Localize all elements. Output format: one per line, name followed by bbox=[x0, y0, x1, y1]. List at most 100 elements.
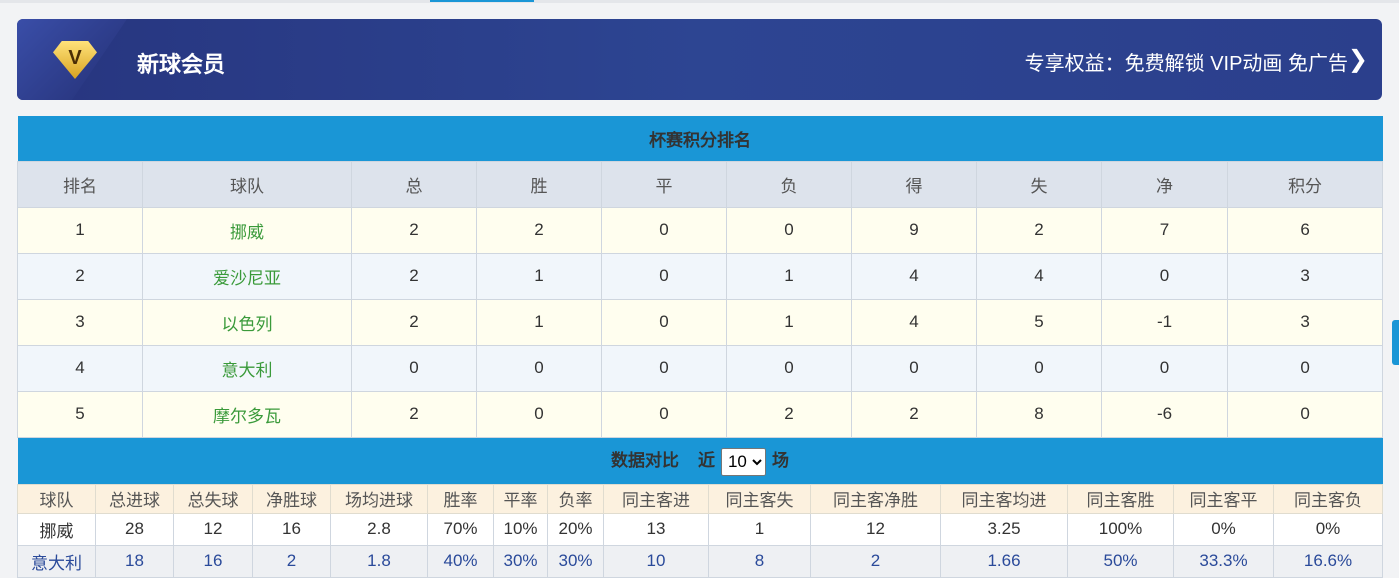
table-cell: 1 bbox=[726, 252, 852, 300]
unit-label: 场 bbox=[771, 450, 789, 470]
table-cell: 16.6% bbox=[1272, 544, 1384, 578]
table-cell: 0 bbox=[601, 298, 727, 346]
team-link[interactable]: 以色列 bbox=[142, 298, 352, 346]
table-cell: 0 bbox=[476, 390, 602, 438]
column-header: 同主客胜 bbox=[1067, 483, 1174, 514]
team-link[interactable]: 意大利 bbox=[142, 344, 352, 392]
table-cell: 4 bbox=[851, 298, 977, 346]
table-cell: 3.25 bbox=[940, 512, 1068, 546]
table-cell: 0% bbox=[1173, 512, 1274, 546]
table-cell: 1.8 bbox=[330, 544, 428, 578]
column-header: 总失球 bbox=[173, 483, 253, 514]
table-cell: 2 bbox=[351, 206, 477, 254]
table-cell: 0 bbox=[976, 344, 1102, 392]
table-cell: 2 bbox=[976, 206, 1102, 254]
column-header: 净胜球 bbox=[252, 483, 331, 514]
table-cell: 10% bbox=[493, 512, 548, 546]
table-cell: 0 bbox=[726, 344, 852, 392]
table-cell: 12 bbox=[173, 512, 253, 546]
table-cell: 40% bbox=[427, 544, 494, 578]
column-header: 负率 bbox=[547, 483, 604, 514]
compare-title-bar: 数据对比 近 10 场 bbox=[17, 438, 1383, 484]
banner-benefits[interactable]: 专享权益：免费解锁 VIP动画 免广告 bbox=[1024, 53, 1348, 75]
table-row: 挪威 28 12 16 2.8 70% 10% 20% 13 1 12 3.25 100% 0% 0% bbox=[17, 512, 1384, 546]
table-cell: 16 bbox=[252, 512, 331, 546]
table-cell: 16 bbox=[173, 544, 253, 578]
table-cell: 0 bbox=[601, 252, 727, 300]
table-cell: 30% bbox=[493, 544, 548, 578]
team-link[interactable]: 挪威 bbox=[17, 512, 96, 546]
team-link[interactable]: 挪威 bbox=[142, 206, 352, 254]
table-cell: 50% bbox=[1067, 544, 1174, 578]
column-header: 得 bbox=[851, 160, 977, 208]
table-cell: -1 bbox=[1101, 298, 1228, 346]
vip-badge-letter: V bbox=[68, 46, 82, 69]
chevron-right-icon[interactable]: ❯ bbox=[1347, 46, 1368, 73]
table-cell: 2 bbox=[351, 252, 477, 300]
table-row: 1 挪威 2 2 0 0 9 2 7 6 bbox=[17, 206, 1384, 254]
column-header: 同主客净胜 bbox=[810, 483, 941, 514]
table-cell: 10 bbox=[603, 544, 709, 578]
table-cell: 7 bbox=[1101, 206, 1228, 254]
table-row: 3 以色列 2 1 0 1 4 5 -1 3 bbox=[17, 298, 1384, 346]
team-link[interactable]: 爱沙尼亚 bbox=[142, 252, 352, 300]
table-cell: 0 bbox=[1101, 344, 1228, 392]
table-cell: 9 bbox=[851, 206, 977, 254]
column-header: 胜率 bbox=[427, 483, 494, 514]
table-cell: 1 bbox=[17, 206, 143, 254]
column-header: 平率 bbox=[493, 483, 548, 514]
side-scroll-tab[interactable] bbox=[1392, 320, 1399, 365]
table-cell: 5 bbox=[976, 298, 1102, 346]
column-header: 积分 bbox=[1226, 160, 1384, 208]
table-cell: 2 bbox=[851, 390, 977, 438]
table-cell: 5 bbox=[17, 390, 143, 438]
match-count-select[interactable]: 10 bbox=[720, 447, 766, 476]
table-cell: 0 bbox=[601, 390, 727, 438]
column-header: 平 bbox=[601, 160, 727, 208]
table-row: 2 爱沙尼亚 2 1 0 1 4 4 0 3 bbox=[17, 252, 1384, 300]
team-link[interactable]: 意大利 bbox=[17, 544, 96, 578]
table-row: 5 摩尔多瓦 2 0 0 2 2 8 -6 0 bbox=[17, 390, 1384, 438]
table-cell: -6 bbox=[1101, 390, 1228, 438]
table-cell: 2.8 bbox=[330, 512, 428, 546]
table-cell: 4 bbox=[851, 252, 977, 300]
column-header: 同主客失 bbox=[708, 483, 811, 514]
table-cell: 3 bbox=[1226, 252, 1384, 300]
standings-title: 杯赛积分排名 bbox=[17, 116, 1383, 161]
near-label: 近 bbox=[697, 450, 715, 470]
column-header: 失 bbox=[976, 160, 1102, 208]
table-cell: 30% bbox=[547, 544, 604, 578]
table-cell: 33.3% bbox=[1173, 544, 1274, 578]
table-cell: 0 bbox=[1226, 344, 1384, 392]
column-header: 排名 bbox=[17, 160, 143, 208]
table-cell: 0 bbox=[1226, 390, 1384, 438]
table-cell: 0 bbox=[726, 206, 852, 254]
column-header: 球队 bbox=[142, 160, 352, 208]
column-header: 总进球 bbox=[95, 483, 174, 514]
table-cell: 0 bbox=[601, 344, 727, 392]
table-cell: 1.66 bbox=[940, 544, 1068, 578]
table-cell: 8 bbox=[708, 544, 811, 578]
table-cell: 28 bbox=[95, 512, 174, 546]
column-header: 球队 bbox=[17, 483, 96, 514]
table-cell: 3 bbox=[1226, 298, 1384, 346]
column-header: 负 bbox=[726, 160, 852, 208]
table-cell: 20% bbox=[547, 512, 604, 546]
table-cell: 13 bbox=[603, 512, 709, 546]
table-cell: 1 bbox=[726, 298, 852, 346]
active-tab-indicator bbox=[430, 0, 534, 2]
vip-banner[interactable]: V 新球会员 专享权益：免费解锁 VIP动画 免广告 ❯ bbox=[17, 19, 1382, 100]
table-cell: 0% bbox=[1272, 512, 1384, 546]
column-header: 同主客进 bbox=[603, 483, 709, 514]
team-link[interactable]: 摩尔多瓦 bbox=[142, 390, 352, 438]
table-cell: 3 bbox=[17, 298, 143, 346]
table-cell: 2 bbox=[252, 544, 331, 578]
table-cell: 0 bbox=[851, 344, 977, 392]
table-cell: 2 bbox=[351, 390, 477, 438]
table-cell: 1 bbox=[476, 252, 602, 300]
table-cell: 2 bbox=[476, 206, 602, 254]
table-cell: 0 bbox=[351, 344, 477, 392]
compare-table: 数据对比 近 10 场 球队 总进球 总失球 净胜球 场均进球 胜率 平率 负率 同主客进 同主客失同… bbox=[17, 438, 1384, 578]
column-header: 场均进球 bbox=[330, 483, 428, 514]
table-cell: 6 bbox=[1226, 206, 1384, 254]
